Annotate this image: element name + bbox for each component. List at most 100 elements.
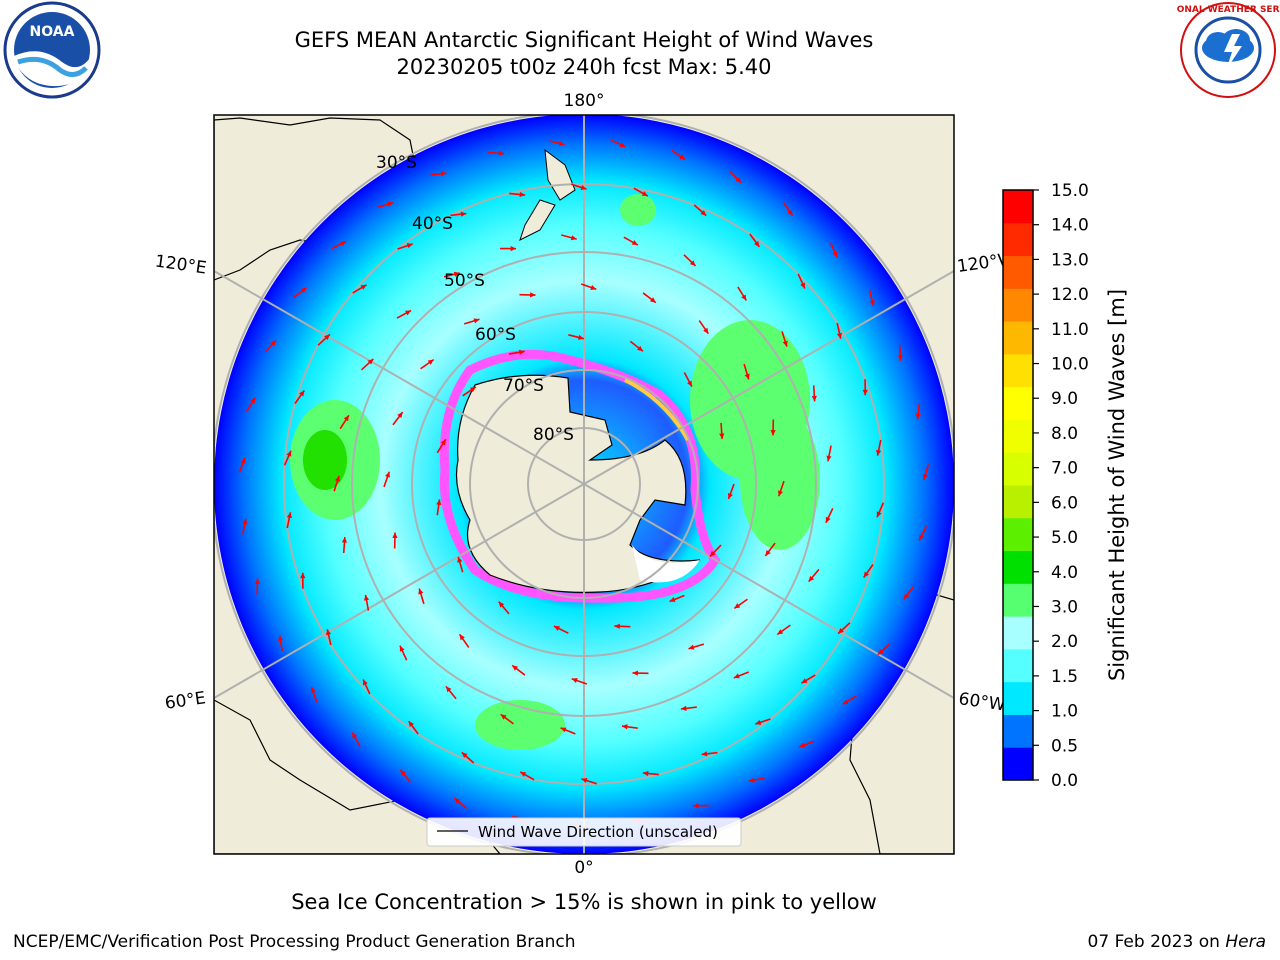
colorbar-segment [1003, 419, 1033, 453]
wave-patch-pacific-south [740, 410, 820, 550]
colorbar: 0.0 0.5 1.0 1.5 2.0 3.0 4.0 5.0 6.0 7.0 8.0 9.0 10.0… [1002, 181, 1089, 791]
wave-arrow-head [631, 240, 638, 246]
footer-date: 07 Feb 2023 on Hera [1088, 932, 1266, 952]
colorbar-segment [1003, 288, 1033, 322]
colorbar-segment [1003, 583, 1033, 617]
wave-arrow-head [869, 300, 875, 307]
colorbar-segment [1003, 517, 1033, 552]
footer-credit: NCEP/EMC/Verification Post Processing Pr… [13, 932, 576, 952]
wave-arrow-head [863, 571, 869, 578]
wave-arrow-head [286, 450, 292, 457]
colorbar-segment [1003, 648, 1033, 683]
wave-arrow-head [341, 537, 348, 543]
wave-arrow-head [693, 803, 699, 809]
colorbar-segment [1003, 681, 1033, 715]
wave-arrow-head [360, 284, 367, 290]
wave-arrow-head [399, 645, 405, 652]
colorbar-segment [1003, 485, 1033, 519]
wave-arrow-head [680, 705, 687, 711]
wave-arrow-head [642, 770, 649, 777]
lon-label-60e: 60°E [164, 688, 207, 713]
wave-arrow-head [387, 201, 394, 207]
meridian-60e [214, 483, 585, 699]
wave-arrow-head [520, 771, 527, 777]
wave-arrow-head [897, 355, 903, 361]
colorbar-tick-label: 9.0 [1051, 389, 1078, 409]
colorbar-tick-label: 12.0 [1051, 285, 1089, 305]
colorbar-tick-label: 7.0 [1051, 459, 1078, 479]
wave-arrow-head [440, 439, 446, 446]
colorbar-segment [1003, 550, 1033, 584]
wave-arrow-head [770, 430, 776, 436]
colorbar-tick-label: 4.0 [1051, 563, 1078, 583]
wave-arrow-head [637, 345, 643, 352]
colorbar-tick-label: 8.0 [1051, 424, 1078, 444]
colorbar-frame [1002, 189, 1034, 781]
colorbar-segment [1003, 386, 1033, 420]
wave-arrow-head [621, 724, 628, 730]
wave-arrow-head [777, 629, 784, 635]
wave-arrow-head [459, 634, 465, 641]
wave-arrow-head [400, 769, 406, 776]
wave-patch-small [620, 194, 656, 226]
wave-arrow-head [876, 511, 882, 518]
wave-arrow-head [512, 665, 519, 671]
wave-arrow-head [877, 649, 884, 655]
wave-arrow-head [903, 593, 909, 600]
wave-arrow-head [734, 603, 741, 609]
sea-ice-edge [439, 349, 721, 603]
wave-arrow-head [876, 449, 882, 456]
wave-arrow-head [727, 493, 733, 500]
lon-label-120e: 120°E [154, 252, 208, 279]
wave-arrow-head [457, 556, 463, 563]
wave-arrow-head [825, 516, 831, 523]
wave-arrow-head [778, 490, 783, 497]
wave-arrow-head [498, 601, 505, 608]
wave-arrow-head [915, 413, 921, 420]
wave-arrow-head [453, 271, 460, 277]
wave-arrow-head [836, 332, 843, 339]
wave-arrow-head [277, 635, 284, 641]
wave-arrow-head [469, 386, 476, 393]
lon-label-0: 0° [574, 858, 593, 878]
wave-arrow-head [689, 260, 696, 266]
wave-arrow-head [700, 210, 707, 216]
colorbar-segment [1003, 452, 1033, 486]
chart-title: GEFS MEAN Antarctic Significant Height o… [294, 28, 874, 52]
wave-arrow-head [408, 721, 414, 727]
wave-arrow-head [254, 578, 261, 584]
wave-arrow-head [570, 235, 577, 241]
colorbar-segment [1003, 255, 1033, 289]
wave-arrow-head [445, 686, 452, 693]
wave-arrow-head [440, 171, 447, 177]
wave-arrow-head [500, 714, 507, 720]
wave-arrow-head [862, 389, 868, 396]
sea-ice-high [624, 378, 690, 441]
wave-arrow-head [530, 292, 536, 298]
wave-arrow-head [701, 751, 708, 757]
colorbar-tick-label: 14.0 [1051, 216, 1089, 236]
lon-label-180: 180° [564, 91, 605, 111]
wave-arrow-head [581, 778, 588, 784]
colorbar-segment [1003, 747, 1033, 781]
wave-patch-indian-core [303, 430, 347, 490]
meridian-120e [214, 270, 585, 485]
lat-label-70s: 70°S [503, 376, 544, 396]
wave-arrow-head [242, 518, 248, 525]
wave-arrow-head [787, 209, 793, 216]
wave-arrow-head [669, 597, 676, 602]
colorbar-tick-label: 3.0 [1051, 597, 1078, 617]
wave-arrow-head [709, 550, 716, 557]
colorbar-tick-label: 1.0 [1051, 702, 1078, 722]
sea-ice-note: Sea Ice Concentration > 15% is shown in … [291, 890, 877, 914]
wave-arrow-head [436, 499, 442, 506]
nws-logo: NATIONAL WEATHER SERVICE [1176, 2, 1280, 98]
wave-arrow-head [782, 340, 788, 347]
wave-arrow-head [498, 150, 505, 156]
wave-arrow-head [473, 318, 480, 324]
colorbar-tick-label: 11.0 [1051, 320, 1089, 340]
wave-arrow-head [310, 687, 316, 694]
wave-arrow-head [649, 297, 656, 303]
wave-arrow-head [688, 644, 695, 650]
wave-arrow-head [325, 629, 332, 636]
